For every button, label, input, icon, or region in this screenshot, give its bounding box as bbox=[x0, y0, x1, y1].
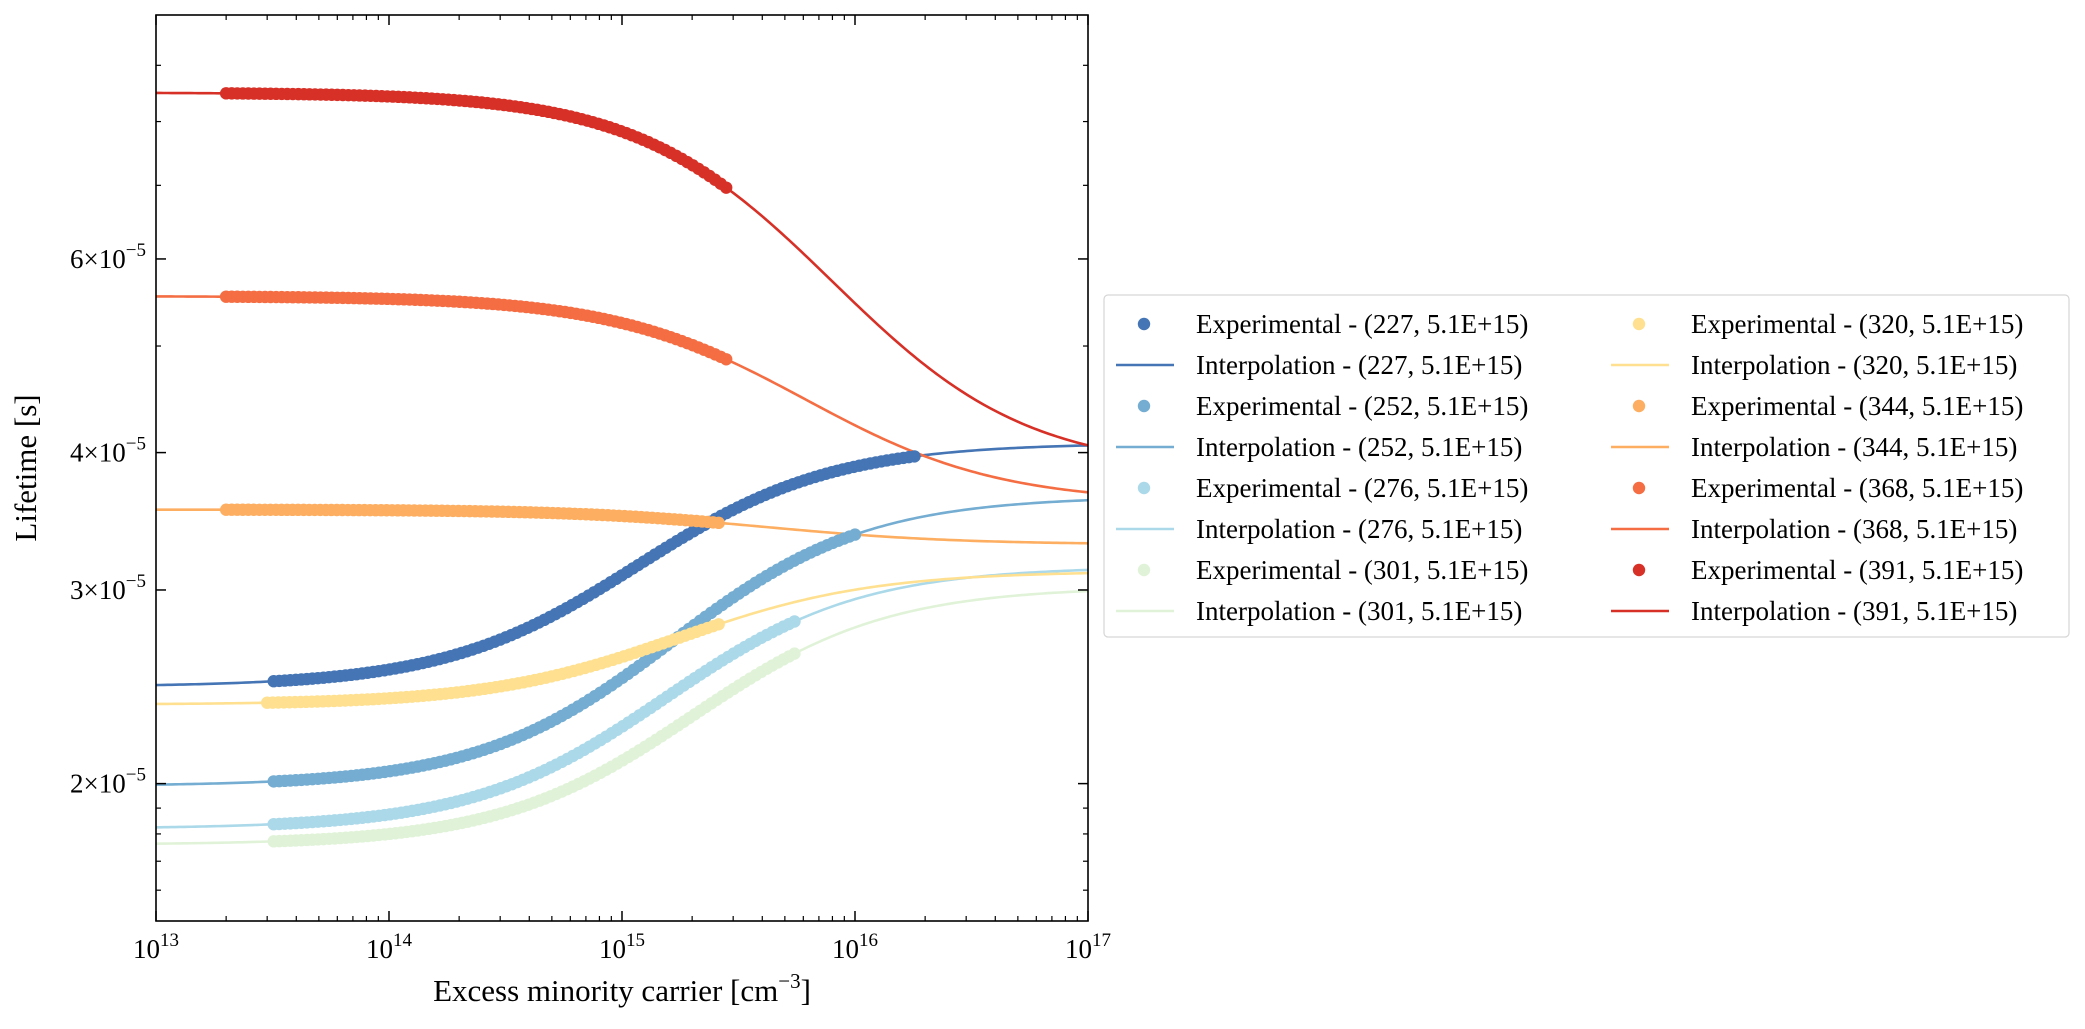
legend-label-interpolation-252: Interpolation - (252, 5.1E+15) bbox=[1196, 432, 1522, 462]
legend-marker-experimental-344 bbox=[1632, 399, 1646, 413]
legend-marker-experimental-252 bbox=[1137, 399, 1151, 413]
legend-label-interpolation-391: Interpolation - (391, 5.1E+15) bbox=[1691, 596, 2017, 626]
interpolation-line-301 bbox=[156, 589, 1088, 845]
legend-marker-experimental-227 bbox=[1137, 317, 1151, 331]
legend-label-experimental-368: Experimental - (368, 5.1E+15) bbox=[1691, 473, 2023, 503]
legend-label-experimental-252: Experimental - (252, 5.1E+15) bbox=[1196, 391, 1528, 421]
x-axis-label: Excess minority carrier [cm−3] bbox=[433, 969, 811, 1008]
x-tick-label: 1016 bbox=[832, 930, 878, 964]
x-tick-label: 1014 bbox=[366, 930, 413, 964]
legend-marker-experimental-391 bbox=[1632, 563, 1646, 577]
interpolation-line-391 bbox=[156, 91, 1088, 447]
legend-label-experimental-301: Experimental - (301, 5.1E+15) bbox=[1196, 555, 1528, 585]
y-tick-label: 2×10−5 bbox=[70, 765, 146, 799]
y-tick-label: 3×10−5 bbox=[70, 571, 146, 605]
y-tick-label: 6×10−5 bbox=[70, 240, 146, 274]
experimental-point-391 bbox=[719, 181, 733, 194]
legend-label-interpolation-344: Interpolation - (344, 5.1E+15) bbox=[1691, 432, 2017, 462]
experimental-point-368 bbox=[719, 353, 733, 366]
legend-marker-experimental-301 bbox=[1137, 563, 1151, 577]
y-axis-label: Lifetime [s] bbox=[8, 394, 43, 541]
legend-label-experimental-391: Experimental - (391, 5.1E+15) bbox=[1691, 555, 2023, 585]
experimental-points bbox=[219, 87, 921, 848]
legend-marker-experimental-320 bbox=[1632, 317, 1646, 331]
legend-marker-experimental-368 bbox=[1632, 481, 1646, 495]
legend-label-interpolation-301: Interpolation - (301, 5.1E+15) bbox=[1196, 596, 1522, 626]
experimental-point-276 bbox=[788, 615, 801, 628]
experimental-point-252 bbox=[848, 528, 862, 541]
legend-label-interpolation-276: Interpolation - (276, 5.1E+15) bbox=[1196, 514, 1522, 544]
experimental-point-320 bbox=[712, 618, 725, 631]
legend-label-experimental-276: Experimental - (276, 5.1E+15) bbox=[1196, 473, 1528, 503]
legend-box bbox=[1103, 294, 2070, 638]
x-tick-label: 1017 bbox=[1065, 930, 1111, 964]
legend-label-experimental-227: Experimental - (227, 5.1E+15) bbox=[1196, 309, 1528, 339]
interpolation-line-227 bbox=[156, 444, 1088, 687]
legend-label-interpolation-320: Interpolation - (320, 5.1E+15) bbox=[1691, 350, 2017, 380]
experimental-point-301 bbox=[788, 647, 801, 660]
legend-marker-experimental-276 bbox=[1137, 481, 1151, 495]
y-axis: 2×10−5 3×10−5 4×10−5 6×10−5 bbox=[70, 64, 1088, 891]
legend-label-interpolation-368: Interpolation - (368, 5.1E+15) bbox=[1691, 514, 2017, 544]
legend-label-interpolation-227: Interpolation - (227, 5.1E+15) bbox=[1196, 350, 1522, 380]
interpolation-line-252 bbox=[156, 498, 1088, 786]
y-tick-label: 4×10−5 bbox=[70, 434, 146, 468]
legend-label-experimental-344: Experimental - (344, 5.1E+15) bbox=[1691, 391, 2023, 421]
legend: Experimental - (227, 5.1E+15) Interpolati… bbox=[1103, 294, 2070, 638]
x-axis: 1013 1014 1015 1016 1017 bbox=[133, 15, 1111, 964]
legend-label-experimental-320: Experimental - (320, 5.1E+15) bbox=[1691, 309, 2023, 339]
x-tick-label: 1013 bbox=[133, 930, 179, 964]
experimental-point-344 bbox=[712, 516, 725, 530]
experimental-point-227 bbox=[908, 450, 921, 463]
x-axis-label-exponent: −3 bbox=[778, 969, 800, 993]
x-tick-label: 1015 bbox=[599, 930, 645, 964]
